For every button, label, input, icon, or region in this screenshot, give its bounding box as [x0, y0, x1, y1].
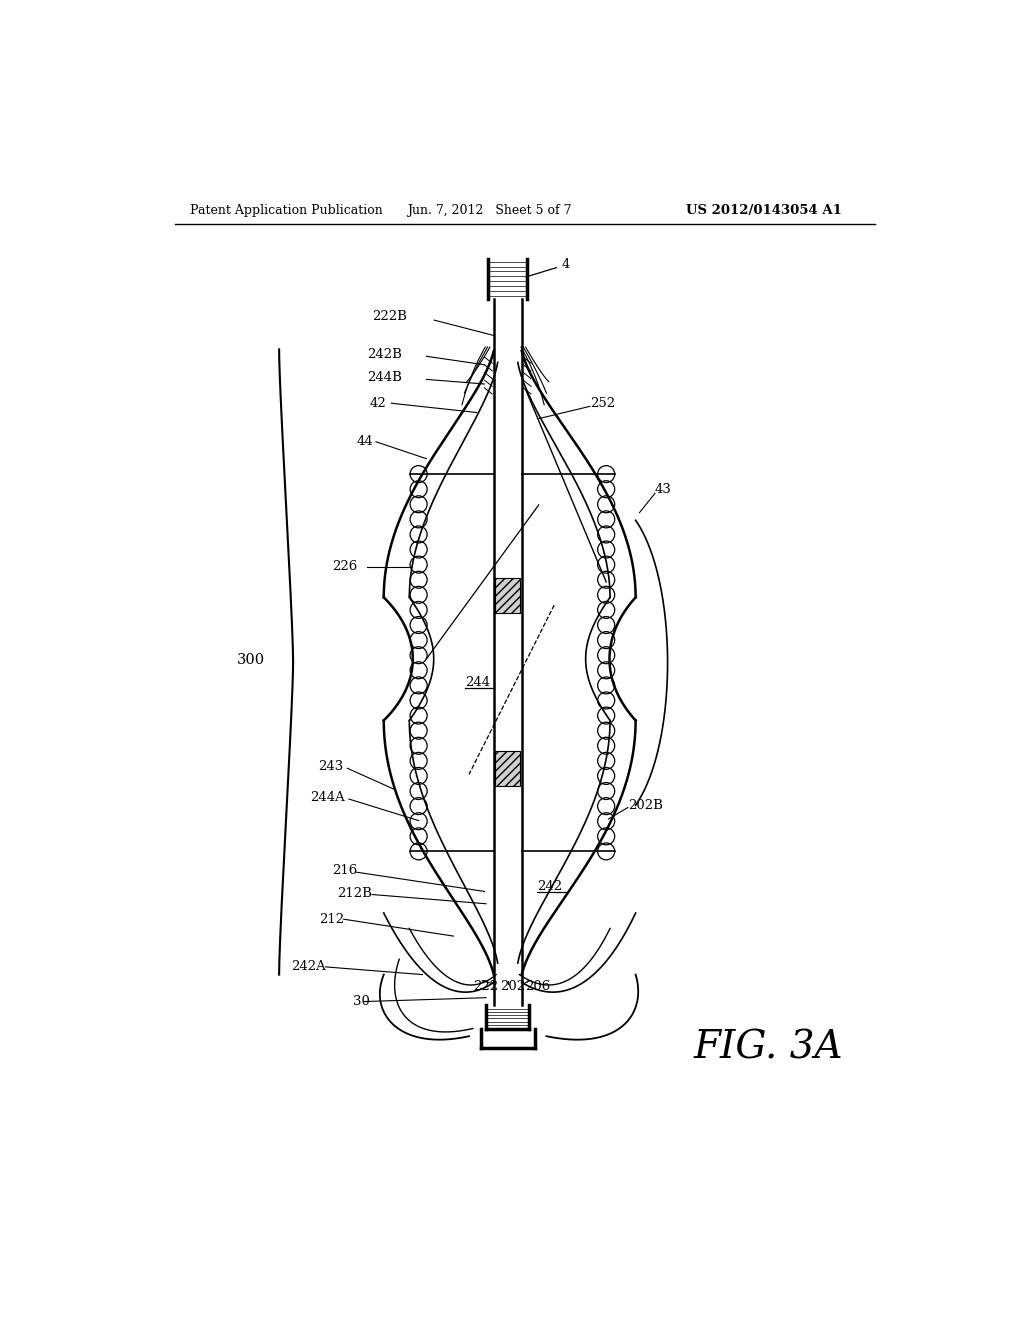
Text: 43: 43 — [655, 483, 672, 496]
Text: 212B: 212B — [337, 887, 372, 900]
Text: 4: 4 — [526, 259, 570, 277]
Text: 206: 206 — [525, 979, 551, 993]
Bar — [496, 751, 520, 785]
Text: 242A: 242A — [291, 961, 326, 973]
Text: 252: 252 — [590, 397, 615, 409]
Text: 44: 44 — [356, 436, 374, 449]
Text: 244B: 244B — [367, 371, 401, 384]
Text: 202B: 202B — [628, 799, 663, 812]
Text: 216: 216 — [332, 865, 357, 878]
Text: 42: 42 — [370, 397, 386, 409]
Bar — [496, 578, 520, 612]
Text: 242: 242 — [538, 879, 562, 892]
Text: 300: 300 — [237, 653, 264, 668]
Text: 30: 30 — [352, 995, 370, 1008]
Text: 244A: 244A — [310, 791, 345, 804]
Text: FIG. 3A: FIG. 3A — [693, 1030, 844, 1067]
Text: 243: 243 — [317, 760, 343, 774]
Text: Patent Application Publication: Patent Application Publication — [190, 205, 383, 218]
Text: 222: 222 — [473, 979, 498, 993]
Text: 212: 212 — [319, 912, 344, 925]
Text: 226: 226 — [332, 560, 357, 573]
Text: US 2012/0143054 A1: US 2012/0143054 A1 — [686, 205, 842, 218]
Text: 244: 244 — [465, 676, 490, 689]
Text: 222B: 222B — [372, 310, 407, 323]
Text: 242B: 242B — [367, 348, 401, 362]
Text: Jun. 7, 2012   Sheet 5 of 7: Jun. 7, 2012 Sheet 5 of 7 — [407, 205, 571, 218]
Text: 202: 202 — [500, 979, 525, 993]
